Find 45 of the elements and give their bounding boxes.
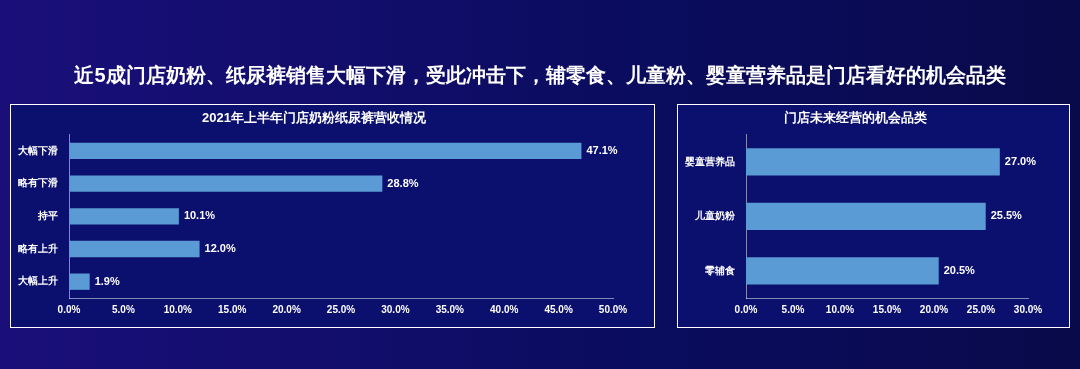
x-tick-label: 30.0% xyxy=(1013,303,1043,315)
x-tick-label: 15.0% xyxy=(218,303,247,315)
bar xyxy=(69,273,90,290)
data-label: 1.9% xyxy=(94,274,120,287)
chart-title: 门店未来经营的机会品类 xyxy=(783,110,927,126)
chart-title: 2021年上半年门店奶粉纸尿裤营收情况 xyxy=(202,110,427,126)
y-tick-label: 婴童营养品 xyxy=(684,155,735,167)
x-tick-label: 5.0% xyxy=(112,303,135,315)
bar xyxy=(69,175,383,192)
bar xyxy=(69,208,179,225)
data-label: 25.5% xyxy=(990,209,1023,222)
x-tick-label: 20.0% xyxy=(919,303,949,315)
x-tick-label: 10.0% xyxy=(825,303,855,315)
data-label: 20.5% xyxy=(943,263,976,276)
x-tick-label: 5.0% xyxy=(781,303,805,315)
y-tick-label: 持平 xyxy=(37,210,58,222)
y-tick-label: 略有上升 xyxy=(18,242,58,254)
y-tick-label: 略有下滑 xyxy=(18,177,58,189)
x-tick-label: 20.0% xyxy=(272,303,301,315)
bar xyxy=(746,257,939,285)
data-label: 12.0% xyxy=(204,242,236,255)
x-tick-label: 30.0% xyxy=(381,303,410,315)
x-tick-label: 15.0% xyxy=(872,303,902,315)
data-label: 28.8% xyxy=(387,176,419,189)
x-tick-label: 10.0% xyxy=(163,303,193,315)
x-tick-label: 0.0% xyxy=(734,303,758,315)
x-tick-label: 40.0% xyxy=(490,303,519,315)
bar xyxy=(69,240,200,258)
x-tick-label: 50.0% xyxy=(598,303,628,315)
x-tick-label: 25.0% xyxy=(966,303,996,315)
x-tick-label: 35.0% xyxy=(435,303,465,315)
bar xyxy=(69,142,582,160)
x-tick-label: 45.0% xyxy=(544,303,573,315)
y-tick-label: 大幅上升 xyxy=(17,275,58,287)
y-tick-label: 大幅下滑 xyxy=(17,144,58,156)
data-label: 10.1% xyxy=(183,209,216,222)
text: 近5成门店奶粉、纸尿裤销售大幅下滑，受此冲击下，辅零食、儿童粉、婴童营养品是门店看好的机会品类 xyxy=(74,64,1006,86)
y-tick-label: 儿童奶粉 xyxy=(694,210,736,222)
y-tick-label: 零辅食 xyxy=(704,264,735,276)
bar xyxy=(746,148,1000,176)
x-tick-label: 0.0% xyxy=(57,303,81,315)
data-label: 27.0% xyxy=(1004,154,1037,167)
x-tick-label: 25.0% xyxy=(326,303,356,315)
bar xyxy=(746,202,986,230)
data-label: 47.1% xyxy=(586,143,618,156)
